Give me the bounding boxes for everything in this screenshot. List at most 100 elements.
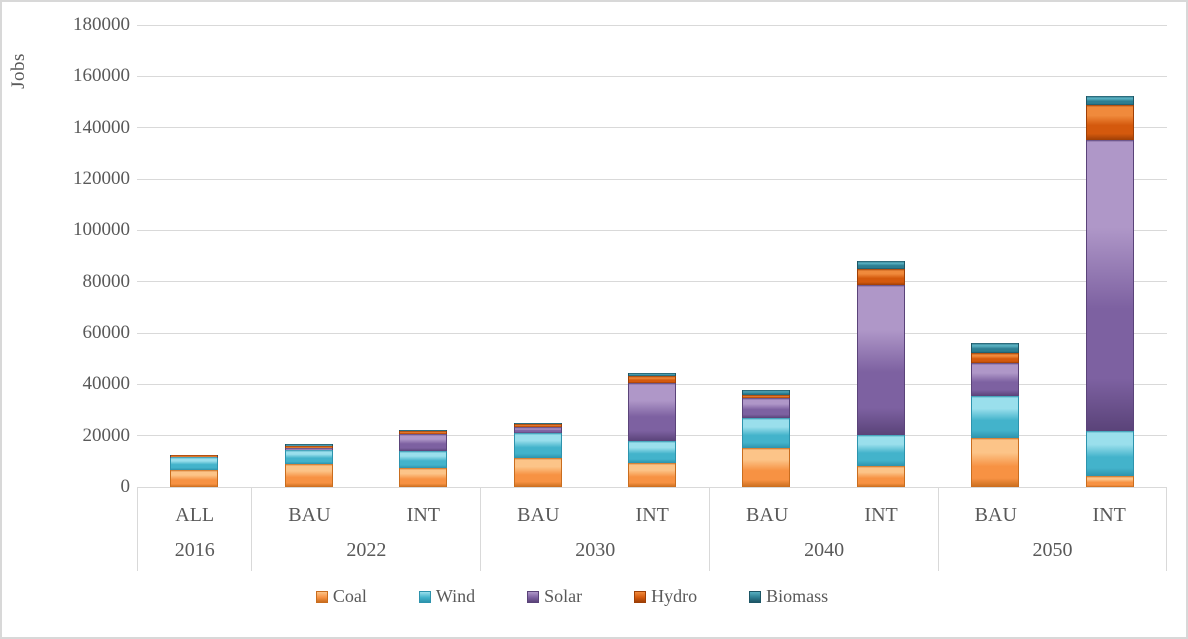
scenario-label: INT xyxy=(864,503,898,526)
legend-item-coal: Coal xyxy=(315,586,367,607)
segment-hydro xyxy=(856,269,905,286)
legend-swatch-coal-icon xyxy=(315,590,328,603)
segment-wind xyxy=(628,440,676,464)
bar-bau-1 xyxy=(284,443,333,487)
segment-wind xyxy=(856,434,905,466)
legend-swatch-hydro-icon xyxy=(634,590,647,603)
scenario-label: BAU xyxy=(974,503,1017,526)
legend-label: Biomass xyxy=(766,586,829,606)
scenario-row: ALL xyxy=(138,487,251,531)
segment-biomass xyxy=(742,389,791,395)
segment-solar xyxy=(1085,140,1134,431)
segment-wind xyxy=(399,451,448,469)
segment-solar xyxy=(971,363,1020,397)
year-label: 2040 xyxy=(804,539,845,561)
y-tick-label: 0 xyxy=(120,476,131,497)
segment-biomass xyxy=(399,429,448,432)
segment-coal xyxy=(1085,476,1134,487)
segment-wind xyxy=(742,417,791,448)
gridline xyxy=(137,281,1167,283)
segment-solar xyxy=(513,426,562,433)
legend-label: Coal xyxy=(332,586,367,606)
scenario-label: INT xyxy=(406,503,440,526)
scenario-label: INT xyxy=(1092,503,1126,526)
y-tick-label: 160000 xyxy=(73,65,130,87)
y-tick-label: 80000 xyxy=(82,270,131,292)
segment-solar xyxy=(856,285,905,435)
year-label: 2016 xyxy=(174,539,215,561)
year-label: 2030 xyxy=(575,539,616,561)
year-label: 2022 xyxy=(346,539,387,561)
legend-item-solar: Solar xyxy=(527,586,582,607)
segment-biomass xyxy=(1085,96,1134,106)
legend-item-hydro: Hydro xyxy=(634,586,697,607)
bar-int-6 xyxy=(856,261,905,487)
segment-biomass xyxy=(284,443,333,446)
legend-item-biomass: Biomass xyxy=(749,586,828,607)
gridline xyxy=(137,24,1167,26)
gridline xyxy=(137,229,1167,231)
scenario-row: BAU INT xyxy=(710,487,938,531)
segment-coal xyxy=(170,469,219,487)
segment-biomass xyxy=(513,423,562,425)
segment-biomass xyxy=(971,343,1020,354)
bar-bau-5 xyxy=(742,389,791,487)
category-group-2022: BAU INT 2022 xyxy=(251,487,480,571)
y-tick-label: 120000 xyxy=(73,168,130,189)
scenario-label: BAU xyxy=(288,503,331,526)
segment-wind xyxy=(513,432,562,458)
gridline xyxy=(137,75,1167,77)
segment-solar xyxy=(399,433,448,452)
gridline xyxy=(137,127,1167,129)
y-tick-label: 20000 xyxy=(82,424,131,446)
segment-hydro xyxy=(284,445,333,448)
segment-hydro xyxy=(1085,105,1134,141)
segment-coal xyxy=(513,457,562,487)
y-tick-label: 180000 xyxy=(73,14,130,35)
segment-solar xyxy=(742,397,791,418)
segment-solar xyxy=(628,382,676,441)
segment-hydro xyxy=(399,431,448,434)
bar-bau-3 xyxy=(513,423,562,487)
gridline xyxy=(137,486,1167,488)
legend-swatch-wind-icon xyxy=(418,590,431,603)
bar-all-0 xyxy=(170,455,219,487)
gridline xyxy=(137,178,1167,180)
bar-int-8 xyxy=(1085,96,1134,487)
category-group-2040: BAU INT 2040 xyxy=(709,487,938,571)
legend-label: Solar xyxy=(544,586,583,606)
segment-hydro xyxy=(628,375,676,383)
plot-area xyxy=(137,24,1167,488)
segment-biomass xyxy=(628,372,676,376)
bar-int-2 xyxy=(399,429,448,487)
legend-item-wind: Wind xyxy=(418,586,476,607)
scenario-label: ALL xyxy=(175,503,215,526)
category-group-2016: ALL 2016 xyxy=(137,487,251,571)
segment-hydro xyxy=(742,394,791,398)
y-tick-label: 40000 xyxy=(82,373,131,395)
bar-bau-7 xyxy=(971,343,1020,487)
legend-label: Hydro xyxy=(651,586,698,606)
category-group-2030: BAU INT 2030 xyxy=(480,487,709,571)
segment-hydro xyxy=(513,424,562,427)
scenario-label: INT xyxy=(635,503,669,526)
scenario-row: BAU INT xyxy=(252,487,480,531)
gridline xyxy=(137,332,1167,334)
segment-coal xyxy=(856,465,905,487)
segment-coal xyxy=(628,463,676,487)
segment-hydro xyxy=(170,455,219,457)
y-tick-label: 60000 xyxy=(82,322,131,343)
scenario-row: BAU INT xyxy=(939,487,1166,531)
legend-swatch-biomass-icon xyxy=(749,590,762,603)
segment-solar xyxy=(284,447,333,450)
bar-int-4 xyxy=(628,372,676,487)
year-label: 2050 xyxy=(1032,539,1073,561)
segment-wind xyxy=(284,449,333,465)
segment-coal xyxy=(399,468,448,487)
scenario-row: BAU INT xyxy=(481,487,709,531)
segment-biomass xyxy=(856,261,905,270)
legend-label: Wind xyxy=(435,586,476,606)
segment-coal xyxy=(284,464,333,487)
y-tick-label: 140000 xyxy=(73,116,130,138)
